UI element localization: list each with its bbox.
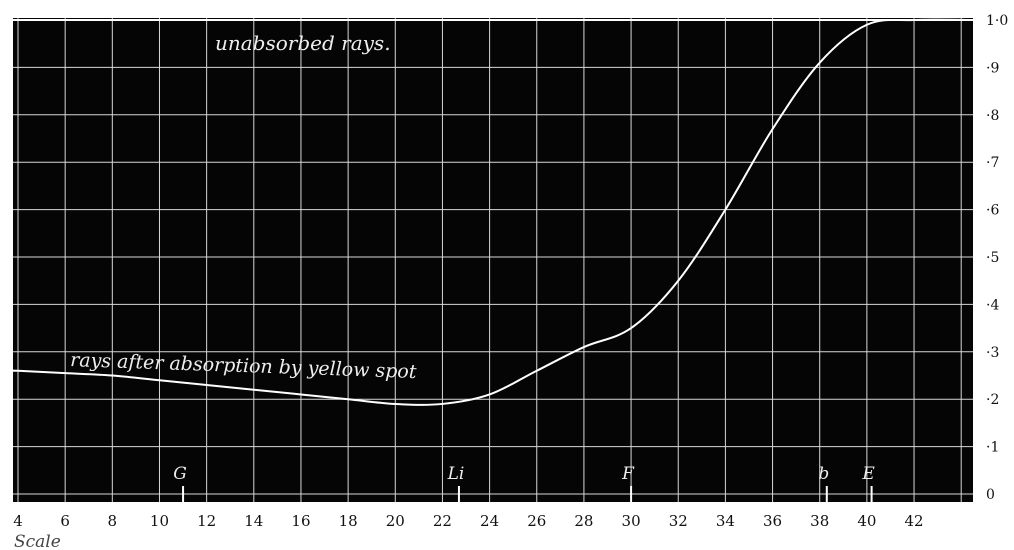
line-marker-label: G xyxy=(173,464,187,484)
x-tick-label: 10 xyxy=(150,512,169,530)
y-tick-label: ·7 xyxy=(986,155,999,171)
y-tick-label: ·3 xyxy=(986,345,999,361)
x-tick-label: 4 xyxy=(13,512,23,530)
y-tick-label: ·6 xyxy=(986,203,999,219)
x-tick-label: 28 xyxy=(574,512,593,530)
x-tick-label: 26 xyxy=(527,512,546,530)
x-tick-label: 20 xyxy=(386,512,405,530)
x-tick-label: 42 xyxy=(904,512,923,530)
line-marker-label: Li xyxy=(447,464,465,484)
x-tick-label: 12 xyxy=(197,512,216,530)
x-tick-label: 40 xyxy=(857,512,876,530)
y-tick-label: ·9 xyxy=(986,60,999,76)
absorption-curve xyxy=(11,18,974,406)
line-marker-label: F xyxy=(621,464,635,484)
y-tick-label: 1·0 xyxy=(986,13,1008,29)
x-tick-label: 38 xyxy=(810,512,829,530)
y-tick-labels: 0 ·1 ·2 ·3 ·4 ·5 ·6 ·7 ·8 ·9 1·0 xyxy=(986,13,1008,503)
y-tick-label: ·4 xyxy=(986,297,999,313)
x-tick-label: 24 xyxy=(480,512,499,530)
unabsorbed-rays-label: unabsorbed rays. xyxy=(215,31,391,55)
x-tick-label: 30 xyxy=(622,512,641,530)
grid xyxy=(13,18,973,502)
y-tick-label: ·5 xyxy=(986,250,999,266)
x-tick-label: 18 xyxy=(339,512,358,530)
line-marker-label: E xyxy=(861,464,875,484)
line-marker-label: b xyxy=(818,464,829,484)
y-tick-label: ·8 xyxy=(986,108,999,124)
x-tick-label: 6 xyxy=(60,512,70,530)
x-tick-label: 22 xyxy=(433,512,452,530)
x-tick-label: 34 xyxy=(716,512,735,530)
y-tick-label: ·1 xyxy=(986,440,999,456)
x-tick-label: 32 xyxy=(669,512,688,530)
x-tick-label: 14 xyxy=(244,512,263,530)
y-tick-label: 0 xyxy=(986,487,995,503)
x-tick-label: 8 xyxy=(108,512,118,530)
x-tick-label: 36 xyxy=(763,512,782,530)
x-tick-labels: 4 6 8 10 12 14 16 18 20 22 24 26 28 30 32 34 36 38 40 42 xyxy=(13,512,923,530)
x-axis-label: Scale xyxy=(14,532,61,550)
x-tick-label: 16 xyxy=(291,512,310,530)
y-tick-label: ·2 xyxy=(986,392,999,408)
plot-background xyxy=(13,18,973,502)
